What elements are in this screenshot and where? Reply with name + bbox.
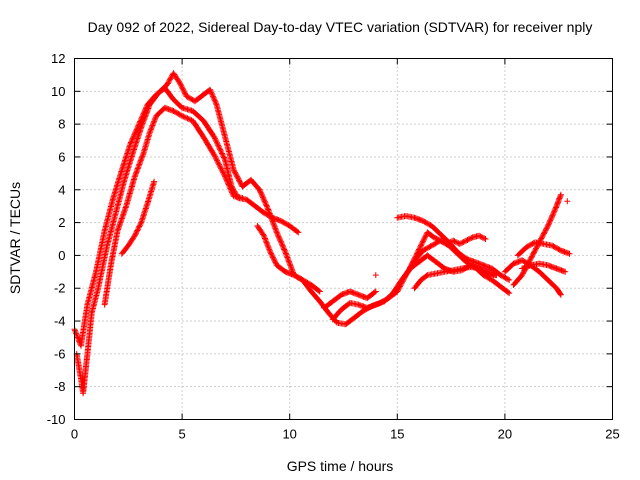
x-axis-label: GPS time / hours: [287, 458, 394, 474]
series-track-14: [519, 260, 569, 275]
x-tick-label: 15: [390, 427, 404, 442]
y-tick-label: -2: [54, 281, 66, 296]
x-tick-label: 0: [71, 427, 78, 442]
series-track-11: [501, 257, 564, 298]
series-marks: [101, 104, 246, 308]
series-marks: [501, 257, 564, 298]
y-axis-label: SDTVAR / TECUs: [7, 182, 23, 294]
y-tick-label: 4: [58, 182, 65, 197]
y-tick-label: -4: [54, 314, 66, 329]
y-tick-label: 8: [58, 117, 65, 132]
x-tick-label: 5: [178, 427, 185, 442]
chart-title: Day 092 of 2022, Sidereal Day-to-day VTE…: [88, 19, 593, 35]
y-tick-label: 12: [51, 51, 65, 66]
plot-frame: [74, 58, 613, 420]
x-tick-label: 20: [498, 427, 512, 442]
series-marks: [510, 191, 564, 288]
series-track-8: [405, 229, 489, 275]
x-tick-label: 10: [282, 427, 296, 442]
data-points: [71, 70, 573, 397]
series-track-9: [411, 263, 500, 292]
y-tick-label: 6: [58, 149, 65, 164]
series-track-6: [321, 288, 379, 311]
y-tick-label: 2: [58, 215, 65, 230]
series-marks: [118, 178, 158, 257]
series-track-12: [510, 191, 564, 288]
axis-ticks: 0 5 10 15 20 25 -10 -8 -6 -4 -2 0 2 4 6 8 10 12: [47, 51, 620, 442]
y-tick-label: -10: [47, 412, 66, 427]
series-track-4: [118, 178, 158, 257]
y-tick-label: 0: [58, 248, 65, 263]
series-track-13: [514, 239, 573, 259]
series-marks: [405, 229, 489, 275]
series-marks: [514, 239, 573, 259]
grid-lines: [74, 58, 613, 420]
series-outliers: [372, 198, 571, 279]
y-tick-label: -8: [54, 379, 66, 394]
y-tick-label: -6: [54, 346, 66, 361]
series-marks: [394, 213, 513, 283]
series-track-5: [254, 222, 323, 295]
series-marks: [321, 288, 379, 311]
series-marks: [411, 263, 500, 292]
series-marks: [372, 198, 571, 279]
x-tick-label: 25: [605, 427, 619, 442]
series-marks: [254, 222, 323, 295]
series-track-10: [394, 213, 513, 283]
series-track-3: [101, 104, 246, 308]
series-marks: [519, 260, 569, 275]
y-tick-label: 10: [51, 84, 65, 99]
